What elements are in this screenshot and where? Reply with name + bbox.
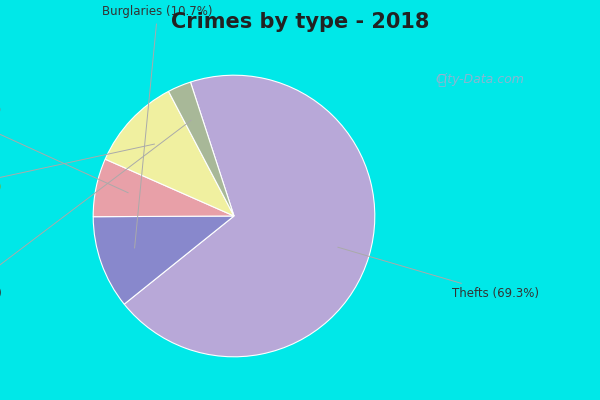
Wedge shape [124,75,375,357]
Text: ⓘ: ⓘ [437,73,445,87]
Text: Auto thefts (6.7%): Auto thefts (6.7%) [0,104,128,193]
Text: Burglaries (10.7%): Burglaries (10.7%) [103,5,213,248]
Wedge shape [169,82,234,216]
Wedge shape [105,91,234,216]
Text: Crimes by type - 2018: Crimes by type - 2018 [171,12,429,32]
Wedge shape [93,159,234,217]
Text: Assaults (10.7%): Assaults (10.7%) [0,144,155,194]
Text: Rapes (2.7%): Rapes (2.7%) [0,120,191,300]
Text: Thefts (69.3%): Thefts (69.3%) [338,247,539,300]
Wedge shape [93,216,234,304]
Text: City-Data.com: City-Data.com [436,74,524,86]
